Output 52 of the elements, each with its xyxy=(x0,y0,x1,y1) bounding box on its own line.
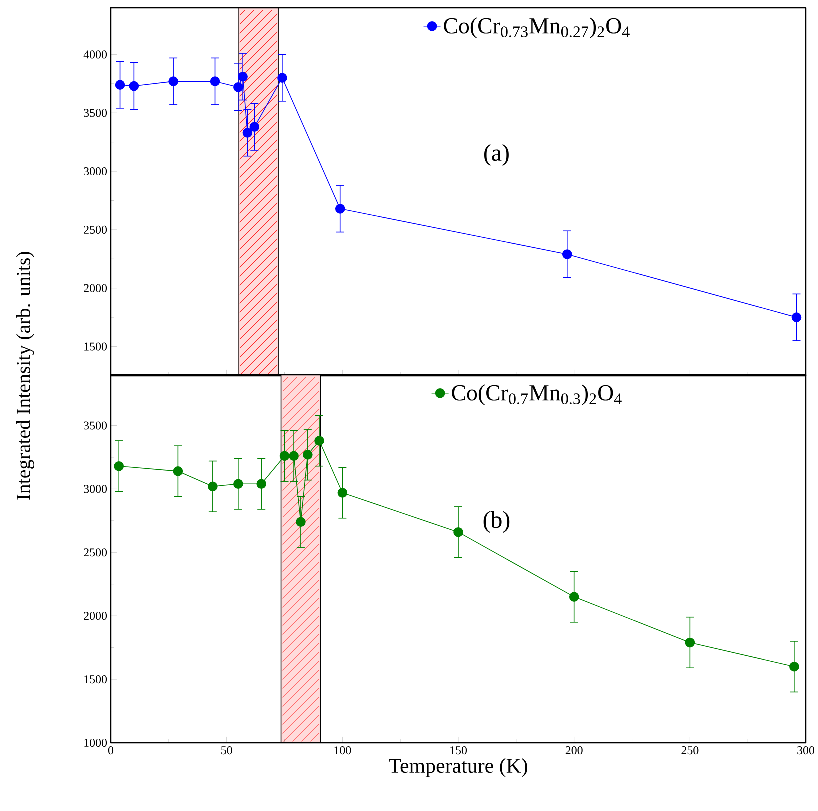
point xyxy=(115,80,126,90)
legend-label: Co(Cr$_{0.73}$Mn$_{0.27}$)$_{2}$O$_{4}$ xyxy=(444,18,630,38)
y-axis-title: Integrated Intensity (arb. units) xyxy=(16,252,35,500)
point xyxy=(303,450,313,460)
point xyxy=(454,527,464,538)
x-tick-label: 150 xyxy=(450,746,468,755)
y-tick-label: 3000 xyxy=(84,168,108,176)
point xyxy=(238,72,248,82)
annotation: (a) xyxy=(484,144,509,166)
point xyxy=(242,128,253,138)
point xyxy=(569,592,580,602)
point xyxy=(335,204,346,214)
x-tick-label: 250 xyxy=(682,746,699,755)
point xyxy=(250,122,260,132)
x-tick-label: 300 xyxy=(798,746,815,755)
y-tick-label: 2000 xyxy=(84,284,108,292)
y-tick-label: 2500 xyxy=(84,548,108,557)
x-tick-label: 50 xyxy=(222,746,232,755)
y-tick-label: 3500 xyxy=(84,422,108,430)
x-tick-label: 0 xyxy=(108,746,114,755)
annotation: (b) xyxy=(484,511,510,534)
point xyxy=(114,461,124,472)
point xyxy=(234,82,244,92)
y-tick-label: 2500 xyxy=(84,226,108,234)
point xyxy=(338,488,348,498)
x-axis-title: Temperature (K) xyxy=(389,758,528,778)
point xyxy=(792,312,802,322)
point xyxy=(168,76,178,86)
y-tick-label: 1000 xyxy=(84,738,108,748)
legend-label: Co(Cr$_{0.7}$Mn$_{0.3}$)$_{2}$O$_{4}$ xyxy=(452,384,622,406)
y-tick-label: 3000 xyxy=(84,485,108,494)
point xyxy=(278,73,288,83)
point xyxy=(296,517,306,528)
point xyxy=(314,436,324,446)
y-tick-label: 3500 xyxy=(84,109,108,118)
x-tick-label: 100 xyxy=(334,746,352,755)
y-tick-label: 4000 xyxy=(84,50,108,59)
point xyxy=(234,479,244,490)
point xyxy=(173,466,184,476)
point xyxy=(210,76,220,86)
y-tick-label: 2000 xyxy=(84,612,108,620)
point xyxy=(129,81,140,92)
point xyxy=(289,451,299,462)
point xyxy=(685,638,696,648)
x-tick-label: 200 xyxy=(566,746,583,755)
point xyxy=(562,250,572,260)
y-tick-label: 1500 xyxy=(84,342,108,351)
point xyxy=(280,451,290,462)
point xyxy=(256,479,266,490)
y-tick-label: 1500 xyxy=(84,676,108,684)
point xyxy=(790,662,800,672)
point xyxy=(208,482,218,492)
